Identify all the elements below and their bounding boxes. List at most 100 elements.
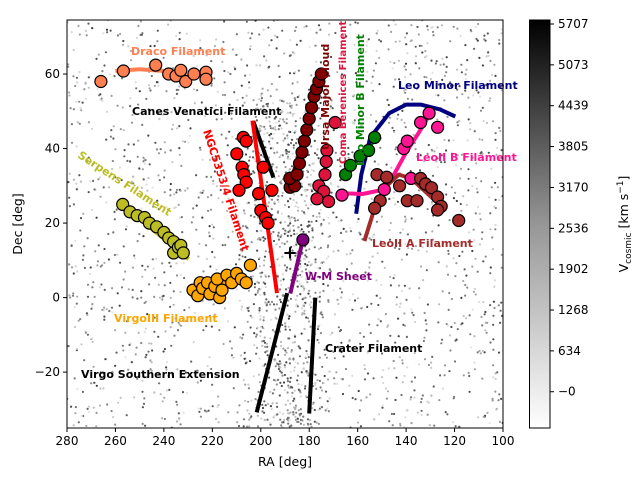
background-galaxy: [472, 94, 475, 97]
member-galaxy-ursa-major-cloud: [297, 134, 311, 148]
background-galaxy: [273, 388, 276, 391]
background-galaxy: [92, 179, 95, 182]
background-galaxy: [297, 345, 300, 348]
label-draco: Draco Filament: [131, 45, 225, 58]
background-galaxy: [410, 217, 413, 220]
background-galaxy: [156, 40, 159, 43]
background-galaxy: [424, 50, 427, 53]
background-galaxy: [143, 301, 146, 305]
background-galaxy: [443, 161, 446, 164]
member-galaxy-ursa-major-cloud: [302, 112, 316, 126]
background-galaxy: [256, 414, 260, 417]
background-galaxy: [247, 383, 250, 386]
member-galaxy-leo-minor-b-filament: [343, 158, 357, 172]
background-galaxy: [155, 148, 159, 151]
background-galaxy: [141, 264, 144, 267]
background-galaxy: [373, 418, 376, 421]
background-galaxy: [262, 239, 265, 242]
background-galaxy: [90, 382, 93, 385]
background-galaxy: [403, 89, 406, 92]
background-galaxy: [351, 308, 354, 311]
background-galaxy: [106, 110, 109, 113]
background-galaxy: [232, 387, 235, 390]
background-galaxy: [324, 353, 327, 356]
background-galaxy: [287, 384, 290, 387]
background-galaxy: [270, 198, 274, 201]
background-galaxy: [167, 23, 170, 26]
background-galaxy: [135, 36, 139, 40]
background-galaxy: [285, 122, 288, 125]
background-galaxy: [242, 425, 245, 428]
background-galaxy: [406, 233, 409, 236]
background-galaxy: [366, 40, 369, 43]
background-galaxy: [248, 155, 251, 159]
background-galaxy: [480, 180, 483, 183]
background-galaxy: [395, 303, 398, 306]
background-galaxy: [289, 222, 292, 225]
background-galaxy: [70, 405, 73, 408]
colorbar-tick-label: 4439: [558, 99, 589, 113]
background-galaxy: [314, 258, 317, 261]
background-galaxy: [498, 42, 501, 45]
background-galaxy: [212, 182, 215, 185]
background-galaxy: [389, 30, 393, 33]
background-galaxy: [88, 161, 91, 164]
background-galaxy: [169, 149, 172, 152]
background-galaxy: [174, 317, 177, 320]
background-galaxy: [444, 183, 448, 186]
background-galaxy: [87, 156, 90, 159]
background-galaxy: [183, 309, 186, 312]
background-galaxy: [326, 407, 329, 410]
background-galaxy: [291, 92, 294, 95]
background-galaxy: [215, 268, 218, 271]
background-galaxy: [214, 155, 217, 158]
background-galaxy: [134, 81, 137, 84]
background-galaxy: [304, 356, 307, 359]
background-galaxy: [234, 68, 237, 71]
colorbar-tick-label: 5073: [558, 58, 589, 72]
background-galaxy: [434, 93, 437, 97]
background-galaxy: [192, 216, 195, 219]
background-galaxy: [426, 28, 430, 31]
background-galaxy: [268, 44, 271, 47]
background-galaxy: [253, 215, 256, 218]
background-galaxy: [394, 23, 397, 26]
background-galaxy: [142, 235, 145, 238]
member-galaxy-w-m-sheet: [296, 233, 310, 247]
background-galaxy: [286, 391, 289, 394]
background-galaxy: [138, 167, 141, 170]
background-galaxy: [275, 383, 278, 386]
background-galaxy: [294, 415, 297, 418]
background-galaxy: [272, 303, 276, 306]
background-galaxy: [341, 392, 345, 396]
background-galaxy: [314, 279, 317, 282]
background-galaxy: [435, 160, 438, 163]
background-galaxy: [105, 28, 109, 31]
background-galaxy: [285, 118, 288, 121]
background-galaxy: [287, 224, 290, 227]
background-galaxy: [286, 234, 289, 237]
background-galaxy: [161, 400, 164, 403]
background-galaxy: [260, 97, 263, 100]
background-galaxy: [253, 332, 256, 335]
background-galaxy: [140, 342, 143, 345]
background-galaxy: [489, 79, 492, 82]
background-galaxy: [338, 330, 341, 333]
background-galaxy: [447, 308, 450, 311]
background-galaxy: [95, 216, 98, 219]
background-galaxy: [413, 351, 416, 355]
background-galaxy: [319, 208, 322, 211]
background-galaxy: [474, 257, 477, 260]
background-galaxy: [477, 22, 480, 26]
background-galaxy: [318, 276, 321, 279]
background-galaxy: [363, 364, 366, 367]
background-galaxy: [261, 87, 264, 90]
member-galaxy-leoii-a-filament: [424, 181, 439, 195]
background-galaxy: [281, 154, 284, 157]
background-galaxy: [275, 243, 278, 246]
background-galaxy: [72, 108, 75, 111]
background-galaxy: [257, 216, 260, 219]
background-galaxy: [292, 224, 295, 227]
background-galaxy: [288, 250, 291, 253]
background-galaxy: [220, 133, 223, 136]
